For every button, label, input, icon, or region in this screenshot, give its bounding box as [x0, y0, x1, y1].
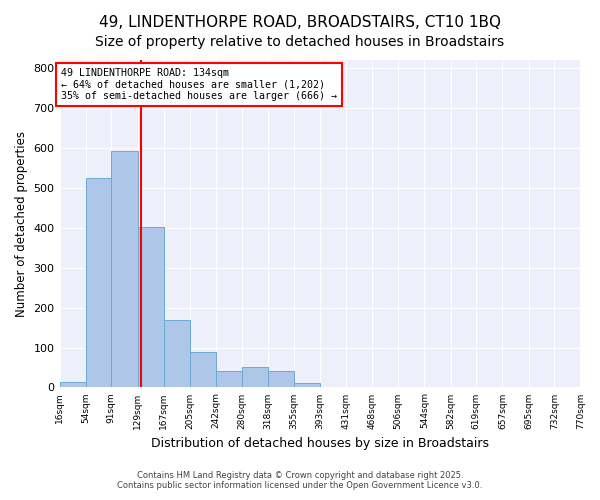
Bar — [59, 382, 86, 388]
Text: Size of property relative to detached houses in Broadstairs: Size of property relative to detached ho… — [95, 35, 505, 49]
Bar — [190, 352, 215, 388]
Bar — [215, 372, 242, 388]
Bar — [268, 372, 294, 388]
Text: Contains HM Land Registry data © Crown copyright and database right 2025.
Contai: Contains HM Land Registry data © Crown c… — [118, 470, 482, 490]
Bar — [242, 368, 268, 388]
Y-axis label: Number of detached properties: Number of detached properties — [15, 130, 28, 316]
Bar — [137, 227, 164, 388]
Bar — [112, 151, 137, 388]
Text: 49, LINDENTHORPE ROAD, BROADSTAIRS, CT10 1BQ: 49, LINDENTHORPE ROAD, BROADSTAIRS, CT10… — [99, 15, 501, 30]
Bar — [164, 320, 190, 388]
Text: 49 LINDENTHORPE ROAD: 134sqm
← 64% of detached houses are smaller (1,202)
35% of: 49 LINDENTHORPE ROAD: 134sqm ← 64% of de… — [61, 68, 337, 101]
Bar — [294, 382, 320, 388]
Bar — [86, 178, 112, 388]
X-axis label: Distribution of detached houses by size in Broadstairs: Distribution of detached houses by size … — [151, 437, 489, 450]
